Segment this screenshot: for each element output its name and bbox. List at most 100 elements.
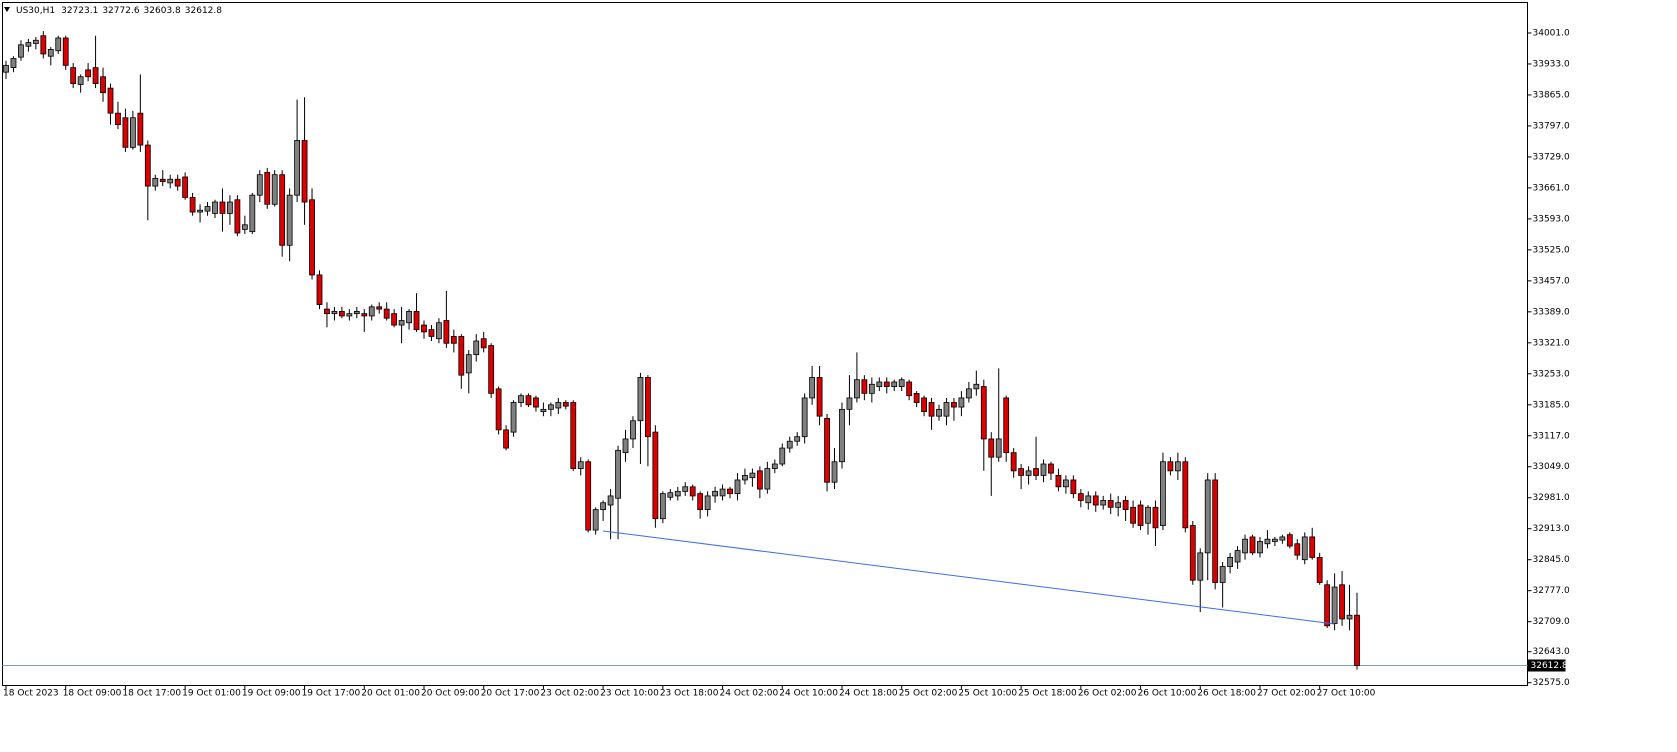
- candle-body: [47, 48, 54, 57]
- chart-header: US30,H1 32723.1 32772.6 32603.8 32612.8: [16, 6, 222, 16]
- candle-body: [1025, 470, 1032, 476]
- candle-body: [988, 438, 995, 458]
- y-tick-label: 32981.0: [1533, 493, 1570, 503]
- candle-body: [421, 324, 427, 333]
- candle-body: [77, 76, 84, 85]
- candle-body: [555, 402, 562, 409]
- candle-body: [1286, 534, 1293, 547]
- candle-body: [898, 379, 905, 387]
- candle-body: [1324, 584, 1331, 627]
- candle-body: [756, 470, 763, 490]
- candle-body: [943, 402, 950, 417]
- candle-body: [816, 377, 823, 417]
- y-tick-label: 33729.0: [1533, 152, 1570, 162]
- candle-body: [1040, 463, 1047, 476]
- candle-body: [167, 178, 174, 184]
- menu-arrow[interactable]: [4, 7, 10, 12]
- candle-body: [152, 177, 159, 187]
- candle-body: [264, 172, 271, 205]
- candle-body: [10, 58, 17, 69]
- candle-body: [1346, 614, 1353, 620]
- candle-body: [338, 310, 345, 317]
- candle-body: [876, 381, 883, 387]
- x-tick-label: 20 Oct 01:00: [361, 689, 420, 699]
- candle-body: [518, 395, 524, 403]
- candle-body: [1182, 461, 1189, 529]
- candle-body: [62, 37, 69, 66]
- candle-body: [712, 490, 718, 497]
- candle-body: [749, 472, 756, 479]
- price-label: 32612.8: [1531, 661, 1568, 671]
- candle-body: [361, 313, 368, 317]
- candle-body: [630, 420, 636, 440]
- x-tick-label: 27 Oct 10:00: [1317, 689, 1376, 699]
- candle-body: [809, 377, 816, 399]
- candle-body: [861, 379, 868, 394]
- candle-body: [465, 354, 472, 374]
- candle-body: [742, 475, 748, 481]
- candle-body: [1092, 495, 1099, 506]
- candle-body: [18, 44, 24, 58]
- candle-body: [995, 438, 1002, 458]
- candle-body: [144, 144, 151, 187]
- candle-body: [1234, 550, 1241, 563]
- candle-body: [525, 395, 532, 406]
- candle-body: [1331, 586, 1338, 624]
- x-tick-label: 26 Oct 10:00: [1138, 689, 1197, 699]
- symbol: US30,H1: [16, 6, 55, 16]
- header-low: 32603.8: [144, 6, 181, 16]
- candle-body: [286, 194, 293, 246]
- candle-body: [928, 402, 935, 417]
- candle-body: [659, 493, 666, 520]
- x-tick-label: 24 Oct 18:00: [839, 689, 898, 699]
- candle-body: [868, 383, 875, 394]
- candle-body: [324, 308, 330, 315]
- y-tick-label: 33049.0: [1533, 462, 1570, 472]
- candle-body: [1070, 479, 1077, 495]
- candle-body: [428, 329, 435, 337]
- candle-body: [480, 338, 487, 349]
- candle-body: [406, 310, 412, 324]
- price-label-box: [1527, 659, 1566, 672]
- candle-body: [891, 381, 898, 387]
- candle-body: [1339, 584, 1345, 620]
- candle-body: [973, 383, 980, 390]
- trendline: [603, 530, 1335, 625]
- candle-body: [936, 408, 942, 417]
- x-tick-label: 23 Oct 02:00: [540, 689, 599, 699]
- candle-body: [958, 397, 965, 408]
- candle-body: [839, 408, 845, 463]
- candle-body: [577, 461, 584, 469]
- candle-body: [794, 436, 801, 442]
- x-tick-label: 27 Oct 02:00: [1257, 689, 1316, 699]
- y-tick-label: 33525.0: [1533, 245, 1570, 255]
- candle-body: [279, 174, 286, 246]
- candle-body: [1122, 500, 1129, 510]
- x-tick-label: 19 Oct 01:00: [182, 689, 241, 699]
- candle-body: [219, 201, 226, 214]
- candle-body: [391, 313, 398, 326]
- candle-body: [637, 377, 644, 422]
- candle-body: [368, 306, 375, 317]
- y-tick-label: 32777.0: [1533, 586, 1570, 596]
- candle-body: [704, 495, 711, 510]
- x-tick-label: 20 Oct 17:00: [481, 689, 540, 699]
- candle-body: [488, 345, 495, 394]
- candle-body: [1137, 504, 1144, 526]
- y-tick-label: 33865.0: [1533, 90, 1570, 100]
- x-tick-label: 23 Oct 10:00: [600, 689, 659, 699]
- candle-body: [70, 67, 77, 84]
- candle-body: [906, 381, 913, 397]
- candle-body: [458, 336, 465, 376]
- candle-body: [652, 431, 659, 520]
- candle-body: [771, 463, 778, 469]
- header-close: 32612.8: [185, 6, 222, 16]
- candle-body: [1197, 552, 1204, 581]
- y-tick-label: 33117.0: [1533, 431, 1570, 441]
- candle-body: [682, 486, 689, 492]
- candle-body: [1219, 566, 1226, 583]
- candle-body: [1063, 479, 1069, 488]
- candle-body: [85, 69, 92, 78]
- candle-body: [25, 42, 32, 47]
